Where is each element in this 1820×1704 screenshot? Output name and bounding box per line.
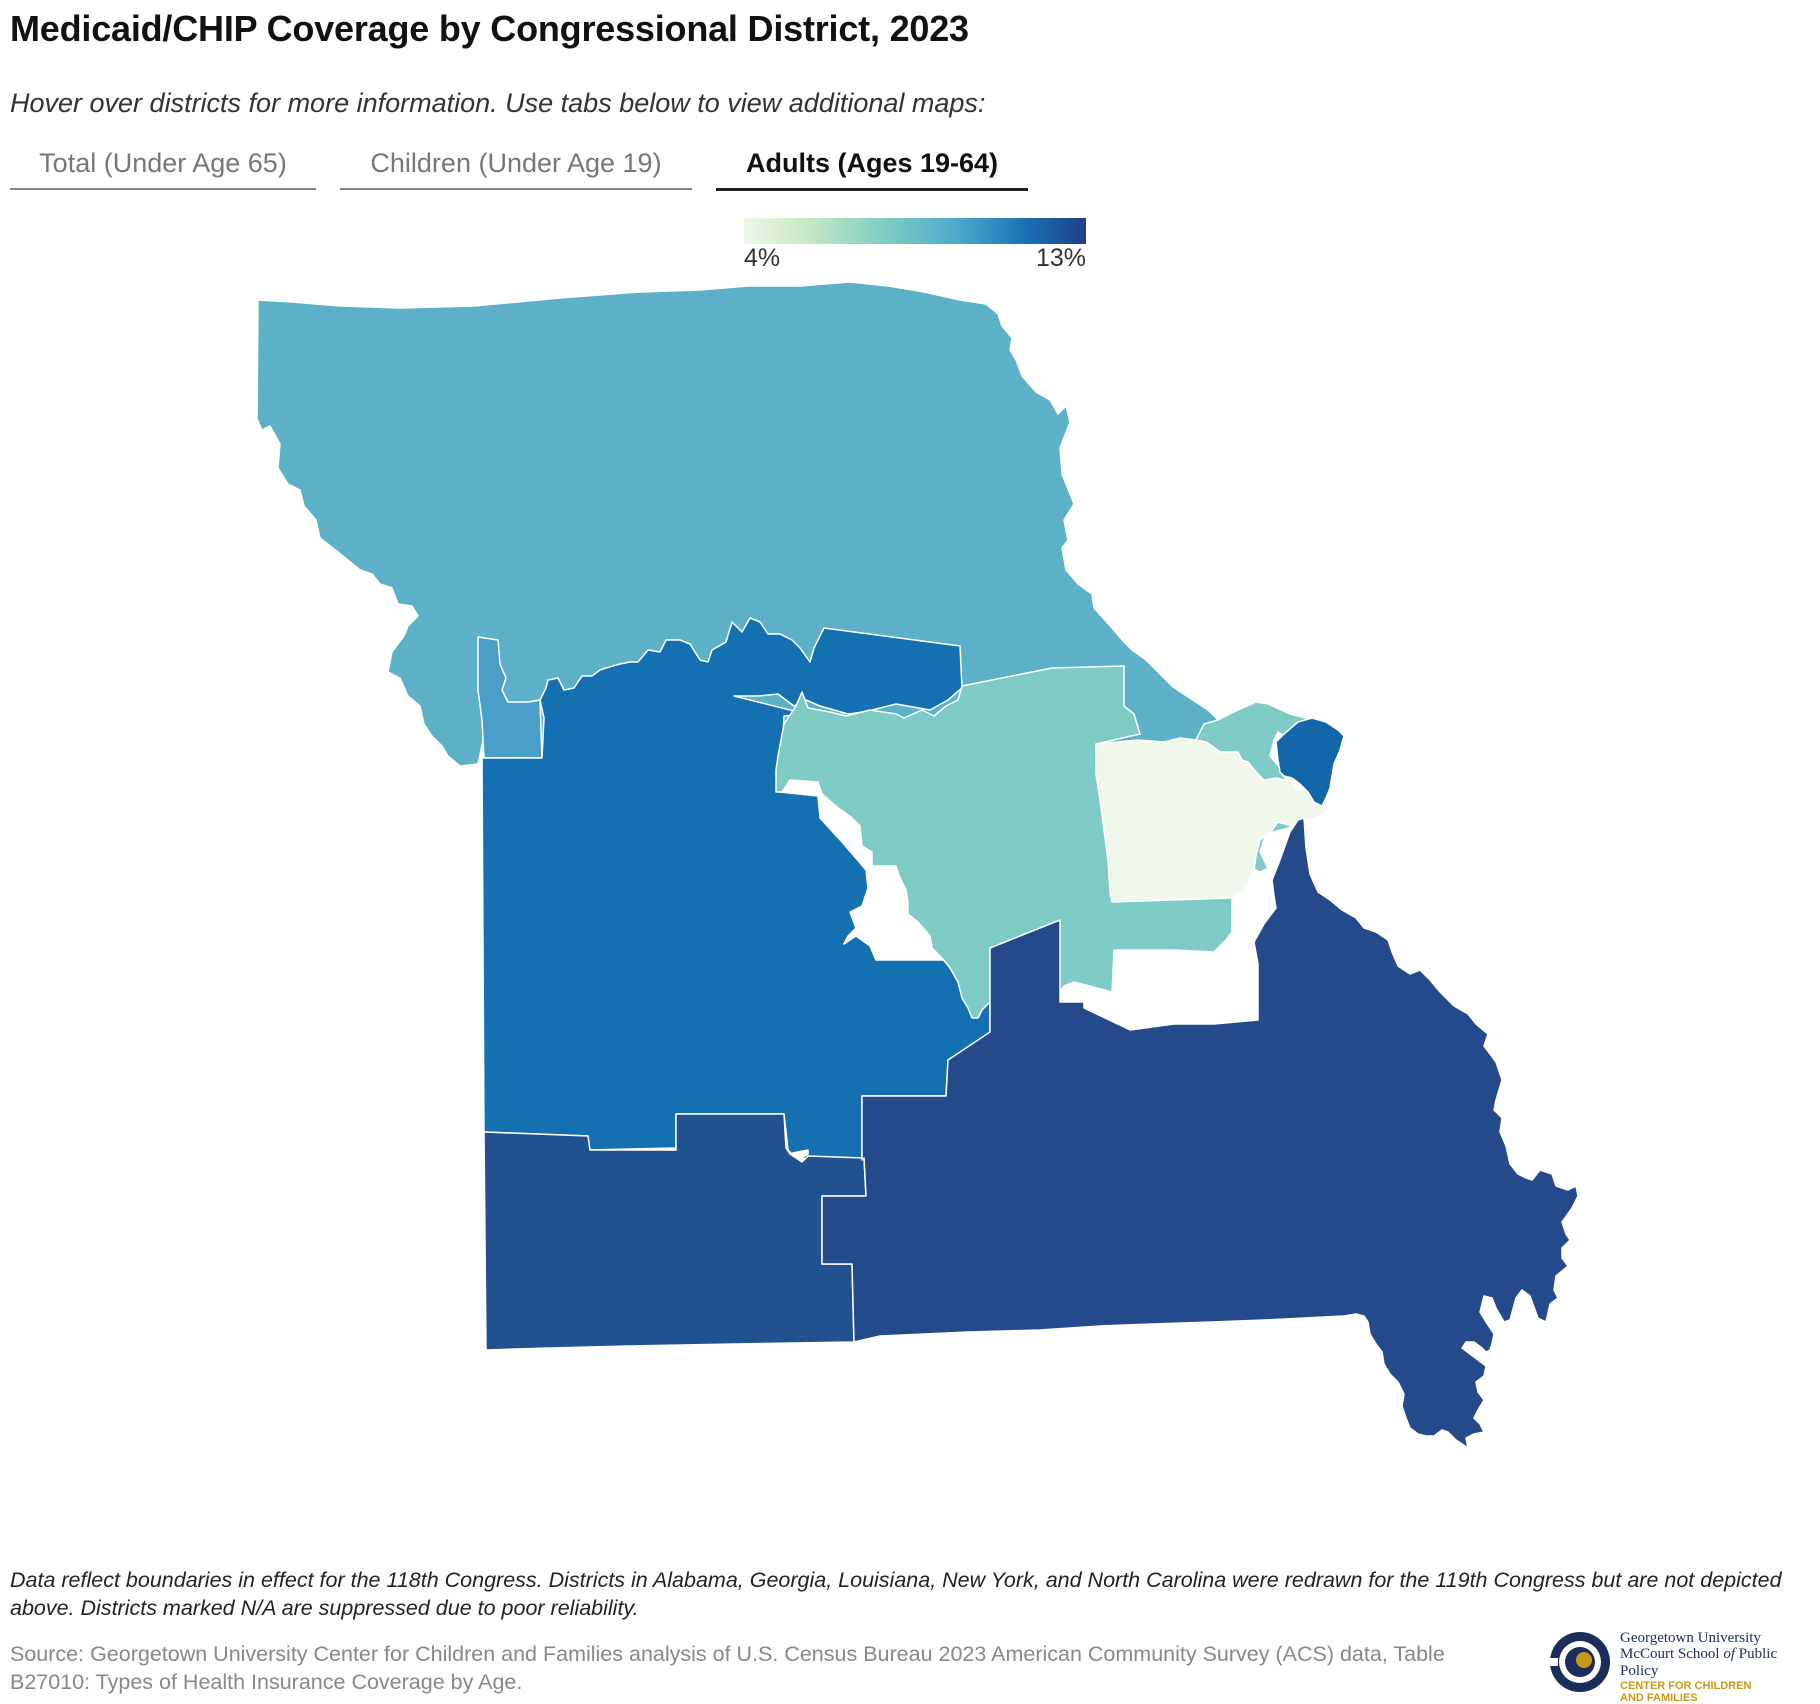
logo-line-2a: McCourt School: [1620, 1646, 1724, 1662]
tab-adults[interactable]: Adults (Ages 19-64): [716, 146, 1028, 191]
logo-line-1: Georgetown University: [1620, 1630, 1761, 1646]
page-subtitle: Hover over districts for more informatio…: [10, 88, 986, 118]
district-8[interactable]: [821, 817, 1579, 1449]
georgetown-logo: Georgetown University McCourt School of …: [1548, 1628, 1810, 1704]
tab-children[interactable]: Children (Under Age 19): [340, 146, 692, 190]
page-title: Medicaid/CHIP Coverage by Congressional …: [10, 8, 969, 49]
logo-seal-icon: [1548, 1632, 1610, 1692]
logo-line-2b: of: [1723, 1646, 1736, 1662]
source-note: Source: Georgetown University Center for…: [10, 1642, 1445, 1694]
legend-max-label: 13%: [1035, 244, 1086, 272]
logo-line-4: AND FAMILIES: [1620, 1692, 1698, 1704]
logo-line-3: CENTER FOR CHILDREN: [1620, 1680, 1752, 1692]
district-5[interactable]: [477, 636, 543, 759]
district-1[interactable]: [1275, 717, 1345, 807]
footnote: Data reflect boundaries in effect for th…: [10, 1568, 1782, 1620]
logo-line-2c: Public Policy: [1620, 1646, 1778, 1679]
tab-total[interactable]: Total (Under Age 65): [10, 146, 316, 190]
color-legend: 4% 13%: [744, 218, 1086, 272]
logo-line-2: McCourt School of Public Policy: [1620, 1646, 1810, 1680]
logo-text: Georgetown University McCourt School of …: [1620, 1630, 1810, 1704]
legend-gradient: [744, 218, 1086, 244]
legend-min-label: 4%: [744, 244, 781, 272]
